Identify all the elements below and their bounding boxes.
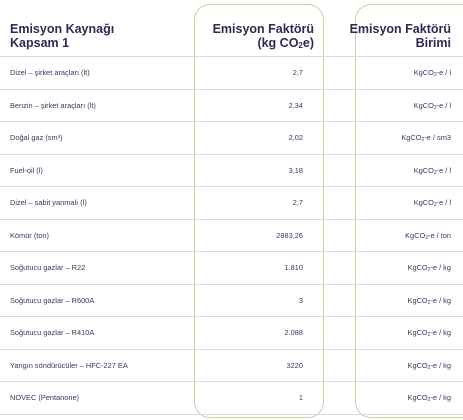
row-unit-pre: KgCO <box>407 393 428 402</box>
table-row: Doğal gaz (sm³) 2,02 KgCO2-e / sm3 <box>0 121 463 154</box>
row-unit-sub: 2 <box>433 72 437 78</box>
table-row: Soğutucu gazlar – R600A 3 KgCO2-e / kg <box>0 283 463 320</box>
row-unit-post: -e / sm3 <box>424 133 451 142</box>
header-factor-line1: Emisyon Faktörü <box>212 22 314 36</box>
row-unit: KgCO2-e / l <box>414 57 451 92</box>
row-unit-pre: KgCO <box>413 68 434 77</box>
row-unit-post: -e / l <box>436 68 451 77</box>
row-factor: 2,7 <box>292 198 303 207</box>
row-unit: KgCO2-e / ton <box>405 220 451 255</box>
header-factor-unit: Emisyon Faktörü Birimi <box>350 22 451 50</box>
table-row: Soğutucu gazlar – R22 1.810 KgCO2-e / kg <box>0 251 463 284</box>
row-unit: KgCO2-e / l <box>414 187 451 222</box>
row-factor: 2,7 <box>292 68 303 77</box>
row-unit-sub: 2 <box>421 137 425 143</box>
row-unit: KgCO2-e / kg <box>408 317 451 352</box>
table-row: Fuel-oil (l) 3,18 KgCO2-e / l <box>0 153 463 190</box>
row-unit-post: -e / kg <box>430 263 451 272</box>
row-factor: 2,34 <box>288 100 303 110</box>
row-factor: 2,02 <box>288 133 303 142</box>
row-source: Dizel – sabit yanmalı (l) <box>10 198 87 207</box>
row-source: Benzin – şirket araçları (lt) <box>10 100 96 110</box>
row-source: Fuel-oil (l) <box>10 165 43 175</box>
row-unit-post: -e / kg <box>430 328 451 337</box>
row-unit-post: -e / l <box>436 198 451 207</box>
header-factor-unit-sub: 2 <box>298 41 303 50</box>
row-unit-post: -e / l <box>436 165 451 175</box>
row-unit-sub: 2 <box>427 332 431 338</box>
row-factor: 3 <box>298 295 303 305</box>
row-factor: 1.810 <box>284 263 304 272</box>
row-unit: KgCO2-e / kg <box>408 382 451 417</box>
header-factor-line2: (kg CO2e) <box>213 36 314 53</box>
row-source: Soğutucu gazlar – R600A <box>10 295 95 305</box>
row-unit-sub: 2 <box>433 202 437 208</box>
row-unit: KgCO2-e / kg <box>408 285 451 320</box>
row-unit-pre: KgCO <box>413 100 434 110</box>
row-factor: 2.088 <box>284 328 304 337</box>
table-row: Soğutucu gazlar – R410A 2.088 KgCO2-e / kg <box>0 316 463 349</box>
row-unit-sub: 2 <box>433 169 437 176</box>
unit-column-frame <box>355 4 463 418</box>
row-source: Soğutucu gazlar – R410A <box>10 328 95 337</box>
row-unit-post: -e / kg <box>430 393 451 402</box>
header-unit-line2: Birimi <box>415 36 451 50</box>
header-unit-line1: Emisyon Faktörü <box>349 22 451 36</box>
row-unit-post: -e / ton <box>427 230 451 240</box>
header-source-line1: Emisyon Kaynağı <box>10 22 115 36</box>
row-source: Dizel – şirket araçları (lt) <box>10 68 90 77</box>
row-factor: 1 <box>298 393 303 402</box>
header-emission-source: Emisyon Kaynağı Kapsam 1 <box>10 22 114 50</box>
row-factor: 2883,26 <box>276 230 303 240</box>
table-row: Dizel – sabit yanmalı (l) 2,7 KgCO2-e / l <box>0 186 463 219</box>
row-unit: KgCO2-e / sm3 <box>401 122 451 157</box>
row-unit-pre: KgCO <box>401 133 422 142</box>
row-source: NOVEC (Pentanone) <box>10 393 80 402</box>
row-unit: KgCO2-e / kg <box>408 252 451 287</box>
row-unit: KgCO2-e / kg <box>408 350 451 385</box>
table-row: Benzin – şirket araçları (lt) 2,34 KgCO2-e… <box>0 88 463 125</box>
header-source-line2: Kapsam 1 <box>10 36 70 50</box>
row-unit-pre: KgCO <box>413 198 434 207</box>
row-unit-sub: 2 <box>427 299 431 306</box>
row-unit-post: -e / kg <box>430 360 451 370</box>
table-row: NOVEC (Pentanone) 1 KgCO2-e / kg <box>0 381 463 415</box>
row-factor: 3220 <box>286 360 303 370</box>
row-unit-post: -e / kg <box>430 295 451 305</box>
row-unit-pre: KgCO <box>407 328 428 337</box>
factor-column-frame <box>194 4 324 418</box>
table-row: Kömür (ton) 2883,26 KgCO2-e / ton <box>0 218 463 255</box>
row-unit-sub: 2 <box>425 234 428 241</box>
row-unit-pre: KgCO <box>413 165 434 175</box>
header-factor-unit-post: e) <box>302 36 314 50</box>
header-emission-factor: Emisyon Faktörü (kg CO2e) <box>213 22 314 53</box>
row-unit: KgCO2-e / l <box>414 90 451 125</box>
table-row: Yangın söndürücüler – HFC-227 EA 3220 KgCO… <box>0 348 463 385</box>
row-unit-sub: 2 <box>433 104 437 111</box>
row-unit-sub: 2 <box>427 267 431 273</box>
row-unit: KgCO2-e / l <box>414 155 451 190</box>
row-unit-pre: KgCO <box>407 263 428 272</box>
row-unit-pre: KgCO <box>407 295 428 305</box>
row-source: Yangın söndürücüler – HFC-227 EA <box>10 360 128 370</box>
table-header: Emisyon Kaynağı Kapsam 1 Emisyon Faktörü… <box>0 22 463 52</box>
table-row: Dizel – şirket araçları (lt) 2,7 KgCO2-e /… <box>0 56 463 89</box>
row-unit-sub: 2 <box>427 364 431 371</box>
row-source: Doğal gaz (sm³) <box>10 133 63 142</box>
row-factor: 3,18 <box>288 165 303 175</box>
row-unit-pre: KgCO <box>407 360 428 370</box>
row-source: Soğutucu gazlar – R22 <box>10 263 86 272</box>
row-source: Kömür (ton) <box>10 230 50 240</box>
table-body: Dizel – şirket araçları (lt) 2,7 KgCO2-e /… <box>0 56 463 415</box>
header-factor-unit-pre: (kg CO <box>257 36 299 50</box>
row-unit-sub: 2 <box>427 397 431 403</box>
row-unit-pre: KgCO <box>405 230 426 240</box>
row-unit-post: -e / l <box>436 100 451 110</box>
